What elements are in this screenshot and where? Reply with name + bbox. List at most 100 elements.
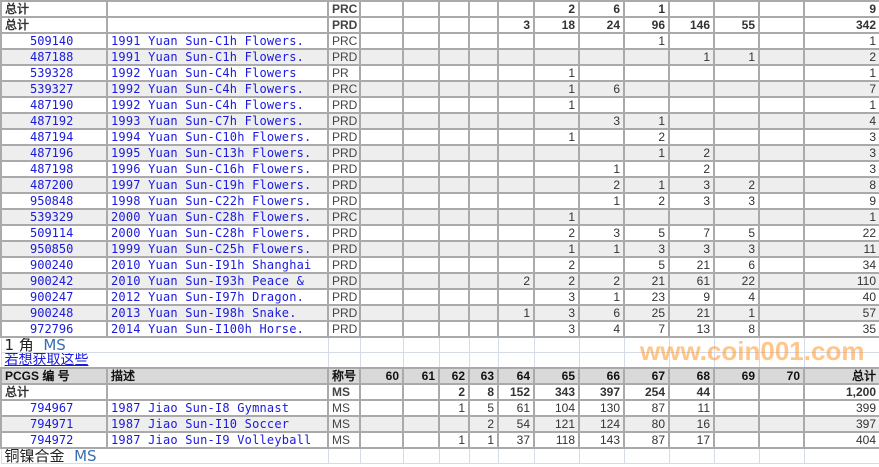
grade-count-cell: 1 [533,128,580,146]
grade-count-cell [713,80,760,98]
pcgs-number-link[interactable]: 487188 [0,48,108,66]
grade-count-cell [497,256,535,274]
pcgs-number-link[interactable]: 794971 [0,415,108,433]
grade-count-cell [497,32,535,50]
pcgs-number-link[interactable]: 794972 [0,431,108,449]
coin-description-link[interactable]: 1995 Yuan Sun-C13h Flowers. [106,144,329,162]
pcgs-number-link[interactable]: 509114 [0,224,108,242]
coin-description-link[interactable]: 2012 Yuan Sun-I97h Dragon. [106,288,329,306]
grade-count-cell [497,320,535,338]
pcgs-number-link[interactable]: 509140 [0,32,108,50]
coin-description-link[interactable]: 1994 Yuan Sun-C10h Flowers. [106,128,329,146]
pcgs-number-link[interactable]: 900240 [0,256,108,274]
grade-count-cell [438,96,470,114]
get-data-link[interactable]: 若想获取这些 [0,352,329,369]
pcgs-number-link[interactable]: 539327 [0,80,108,98]
coin-description-link[interactable]: 1996 Yuan Sun-C16h Flowers. [106,160,329,178]
grade-count-cell [359,256,404,274]
coin-description-link[interactable]: 2014 Yuan Sun-I100h Horse. [106,320,329,338]
grade-count-cell [468,192,499,210]
coin-description-link[interactable]: 1992 Yuan Sun-C4h Flowers. [106,96,329,114]
pcgs-number-link[interactable]: 487196 [0,144,108,162]
empty-cell [438,447,470,464]
pcgs-number-link[interactable]: 900247 [0,288,108,306]
coin-description-link[interactable]: 1992 Yuan Sun-C4h Flowers [106,64,329,82]
coin-description-link[interactable]: 1987 Jiao Sun-I8 Gymnast [106,399,329,417]
coin-description-link[interactable]: 1998 Yuan Sun-C22h Flowers. [106,192,329,210]
grade-count-cell: 1 [623,176,670,194]
grade-count-cell [758,0,805,18]
grade-count-cell [438,16,470,34]
grade-count-cell [359,16,404,34]
grade-count-cell [758,415,805,433]
column-header-pcgs-number: PCGS 编 号 [0,367,108,385]
empty-cell [468,447,499,464]
coin-description-link[interactable]: 1997 Yuan Sun-C19h Flowers. [106,176,329,194]
coin-description-link[interactable]: 1991 Yuan Sun-C1h Flowers. [106,48,329,66]
grade-count-cell [402,240,440,258]
empty-cell [758,447,805,464]
row-total-cell: 8 [803,176,879,194]
grade-count-cell: 2 [468,415,499,433]
pcgs-number-link[interactable]: 487200 [0,176,108,194]
pcgs-number-link[interactable]: 972796 [0,320,108,338]
coin-description-link[interactable]: 2013 Yuan Sun-I98h Snake. [106,304,329,322]
pcgs-number-link[interactable]: 487194 [0,128,108,146]
empty-cell [713,336,760,353]
grade-count-cell: 1 [497,304,535,322]
grade-count-cell: 2 [578,272,625,290]
coin-description-link[interactable]: 1999 Yuan Sun-C25h Flowers. [106,240,329,258]
pcgs-number-link[interactable]: 487190 [0,96,108,114]
grade-count-cell: 6 [713,256,760,274]
section-title-row: 1 角 MS [0,336,879,353]
empty-cell [533,352,580,369]
grade-count-cell: 5 [468,399,499,417]
grade-count-cell [359,192,404,210]
grade-count-cell: 16 [668,415,715,433]
grade-count-cell: 1 [438,399,470,417]
pcgs-number-link[interactable]: 900242 [0,272,108,290]
coin-description-link[interactable]: 1987 Jiao Sun-I9 Volleyball [106,431,329,449]
grade-count-cell: 18 [533,16,580,34]
grade-count-cell: 21 [668,304,715,322]
coin-description-link[interactable]: 2010 Yuan Sun-I91h Shanghai [106,256,329,274]
grade-count-cell: 21 [623,272,670,290]
pcgs-number-link[interactable]: 950848 [0,192,108,210]
coin-description-link[interactable]: 1993 Yuan Sun-C7h Flowers. [106,112,329,130]
grade-count-cell: 61 [668,272,715,290]
pcgs-number-link[interactable]: 539328 [0,64,108,82]
grade-count-cell [578,208,625,226]
coin-description-link[interactable]: 2000 Yuan Sun-C28h Flowers. [106,208,329,226]
coin-description-link[interactable]: 2000 Yuan Sun-C28h Flowers. [106,224,329,242]
grade-count-cell [359,240,404,258]
empty-cell [758,352,805,369]
column-header-grade: 68 [668,367,715,385]
designation-cell: PRD [327,160,361,178]
grade-count-cell [713,32,760,50]
grade-count-cell: 2 [533,256,580,274]
pcgs-number-link[interactable]: 794967 [0,399,108,417]
grade-count-cell: 2 [533,224,580,242]
grade-count-cell [438,112,470,130]
grade-count-cell: 1 [623,32,670,50]
pcgs-number-link[interactable]: 900248 [0,304,108,322]
coin-description-link[interactable]: 1992 Yuan Sun-C4h Flowers. [106,80,329,98]
grade-count-cell: 1 [623,0,670,18]
grade-count-cell: 24 [578,16,625,34]
row-total-cell: 110 [803,272,879,290]
pcgs-number-link[interactable]: 539329 [0,208,108,226]
pcgs-number-link[interactable]: 950850 [0,240,108,258]
grade-count-cell: 8 [713,320,760,338]
empty-cell [327,336,361,353]
coin-description-link[interactable]: 1987 Jiao Sun-I10 Soccer [106,415,329,433]
coin-description-link[interactable]: 1991 Yuan Sun-C1h Flowers. [106,32,329,50]
pcgs-number-link[interactable]: 487198 [0,160,108,178]
coin-description-link[interactable]: 2010 Yuan Sun-I93h Peace & [106,272,329,290]
grade-count-cell [668,0,715,18]
pcgs-number-link[interactable]: 487192 [0,112,108,130]
grade-count-cell [713,160,760,178]
table-row: 794971 1987 Jiao Sun-I10 Soccer MS 2 54 121 12… [0,415,879,433]
designation-cell: PRD [327,144,361,162]
grade-count-cell: 1 [533,240,580,258]
grade-count-cell: 4 [578,320,625,338]
